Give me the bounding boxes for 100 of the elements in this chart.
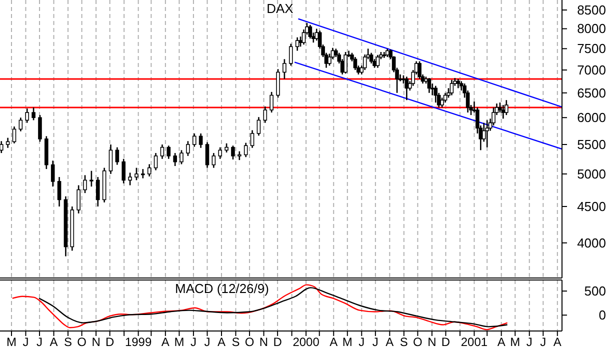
- x-tick-label: A: [50, 335, 58, 349]
- candlestick: [160, 144, 164, 160]
- x-tick-label: N: [259, 335, 268, 349]
- candlestick: [418, 60, 422, 80]
- candlestick: [12, 126, 16, 144]
- x-tick-label: S: [64, 335, 72, 349]
- x-tick-label: M: [174, 335, 184, 349]
- candlestick: [90, 170, 94, 188]
- y-tick-label: 6500: [577, 85, 606, 100]
- candlestick: [205, 142, 210, 168]
- candlestick: [115, 146, 120, 166]
- x-tick-label: D: [441, 335, 450, 349]
- y-tick-label: 4000: [577, 235, 606, 250]
- candlestick: [32, 106, 36, 121]
- chart-title: MACD (12/26/9): [175, 281, 269, 296]
- candlestick: [76, 184, 80, 214]
- candlestick: [288, 43, 293, 66]
- y-tick-label: 7500: [577, 41, 606, 56]
- candlestick: [308, 24, 312, 40]
- x-tick-label: J: [22, 335, 29, 349]
- candlestick: [250, 130, 254, 149]
- y-tick-label: 500: [584, 284, 606, 299]
- candlestick: [344, 51, 348, 74]
- candlestick: [173, 152, 177, 167]
- candlestick: [224, 142, 228, 154]
- candlestick: [376, 54, 380, 68]
- x-tick-label: N: [428, 335, 436, 349]
- candlestick: [282, 58, 286, 80]
- x-tick-label: A: [217, 335, 226, 349]
- candlestick: [154, 152, 158, 171]
- candlestick: [83, 174, 87, 194]
- x-tick-label: O: [413, 335, 422, 349]
- candlestick: [6, 137, 10, 149]
- x-tick-label: J: [204, 335, 210, 349]
- x-tick-label: 1999: [124, 335, 152, 349]
- y-tick-label: 8000: [577, 21, 606, 36]
- x-tick-label: 2001: [460, 335, 488, 349]
- candlestick: [443, 92, 448, 104]
- x-tick-label: O: [244, 335, 254, 349]
- x-tick-label: 2000: [292, 335, 320, 349]
- candlestick: [180, 150, 184, 165]
- x-tick-label: J: [526, 335, 532, 349]
- y-tick-label: 6000: [577, 110, 606, 126]
- candlestick: [96, 176, 100, 208]
- candlestick: [25, 108, 30, 124]
- candlestick: [50, 160, 55, 188]
- candlestick: [256, 116, 261, 136]
- x-tick-label: A: [497, 335, 506, 349]
- x-tick-label: J: [36, 335, 43, 349]
- candlestick: [440, 97, 444, 108]
- candlestick: [198, 132, 203, 149]
- x-tick-label: J: [372, 335, 378, 349]
- candlestick: [18, 116, 23, 132]
- x-tick-label: A: [386, 335, 394, 349]
- x-tick-label: S: [400, 335, 408, 349]
- candlestick: [128, 172, 132, 186]
- candlestick: [434, 85, 438, 104]
- candlestick: [212, 152, 216, 168]
- candlestick: [147, 164, 152, 178]
- x-tick-label: M: [342, 335, 352, 349]
- y-tick-label: 5500: [577, 136, 606, 152]
- candlestick: [450, 79, 454, 96]
- y-tick-label: 0: [598, 308, 606, 323]
- candlestick: [141, 168, 145, 179]
- x-tick-label: O: [77, 335, 86, 349]
- x-tick-label: J: [358, 335, 365, 349]
- candlestick: [276, 68, 280, 98]
- candlestick: [369, 52, 374, 64]
- x-tick-label: M: [6, 335, 16, 349]
- candlestick: [427, 77, 432, 94]
- chart-title: DAX: [266, 1, 294, 16]
- candlestick: [295, 36, 300, 52]
- candlestick: [231, 144, 235, 160]
- x-tick-label: A: [553, 335, 562, 349]
- candlestick: [166, 144, 171, 160]
- candlestick: [263, 106, 268, 124]
- candlestick: [485, 120, 489, 148]
- candlestick: [192, 132, 196, 148]
- y-tick-label: 8500: [577, 2, 606, 18]
- x-tick-label: D: [273, 335, 282, 349]
- candlestick: [270, 91, 274, 114]
- candlestick: [298, 36, 302, 48]
- line-series: [12, 284, 508, 330]
- candlestick: [108, 144, 113, 175]
- x-tick-label: M: [510, 335, 520, 349]
- candlestick: [218, 146, 222, 160]
- x-tick-label: N: [92, 335, 100, 349]
- y-tick-label: 4500: [577, 198, 606, 214]
- candlestick: [186, 140, 190, 157]
- x-tick-label: S: [232, 335, 240, 349]
- x-tick-label: J: [540, 335, 546, 349]
- candlestick: [456, 78, 460, 89]
- candlestick: [38, 114, 42, 142]
- x-tick-label: A: [330, 335, 338, 349]
- x-tick-label: A: [161, 335, 170, 349]
- x-tick-label: D: [105, 335, 114, 349]
- candlestick: [134, 167, 138, 181]
- candlestick: [57, 176, 62, 208]
- x-tick-label: J: [190, 335, 196, 349]
- y-tick-label: 7000: [577, 62, 606, 78]
